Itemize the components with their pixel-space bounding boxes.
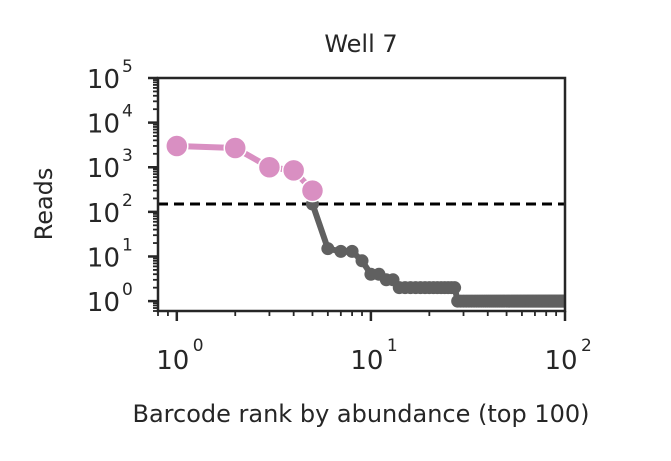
data-point xyxy=(321,242,335,256)
data-point xyxy=(448,281,462,295)
x-tick-label: 10 xyxy=(156,346,189,376)
chart-title: Well 7 xyxy=(324,30,397,58)
plot-area xyxy=(158,134,565,308)
data-point xyxy=(345,244,359,258)
x-tick-exponent: 2 xyxy=(581,336,592,356)
y-tick-label: 10 xyxy=(87,243,120,273)
plot-frame xyxy=(156,76,567,313)
data-point xyxy=(558,294,565,308)
axes: 10 0 10 1 10 210 010 110 210 310 410 5 xyxy=(87,57,592,376)
x-tick-label: 10 xyxy=(350,346,383,376)
y-axis-label: Reads xyxy=(30,168,58,241)
y-tick-exponent: 3 xyxy=(122,146,133,166)
y-tick-exponent: 4 xyxy=(122,102,133,122)
y-tick-exponent: 2 xyxy=(122,191,133,211)
y-tick-label: 10 xyxy=(87,154,120,184)
y-tick-label: 10 xyxy=(87,288,120,318)
data-point xyxy=(300,178,325,203)
x-tick-exponent: 1 xyxy=(387,336,398,356)
y-tick-exponent: 0 xyxy=(122,280,133,300)
y-tick-label: 10 xyxy=(87,110,120,140)
data-point xyxy=(165,134,189,158)
data-point xyxy=(281,158,306,183)
y-tick-label: 10 xyxy=(87,65,120,95)
x-tick-exponent: 0 xyxy=(193,336,204,356)
data-point xyxy=(257,155,282,179)
data-point xyxy=(334,244,348,258)
x-tick-label: 10 xyxy=(544,346,577,376)
y-tick-exponent: 5 xyxy=(122,57,133,77)
data-point xyxy=(223,136,247,160)
y-tick-exponent: 1 xyxy=(122,235,133,255)
x-axis-label: Barcode rank by abundance (top 100) xyxy=(133,400,590,428)
data-point xyxy=(355,254,369,268)
y-tick-label: 10 xyxy=(87,199,120,229)
